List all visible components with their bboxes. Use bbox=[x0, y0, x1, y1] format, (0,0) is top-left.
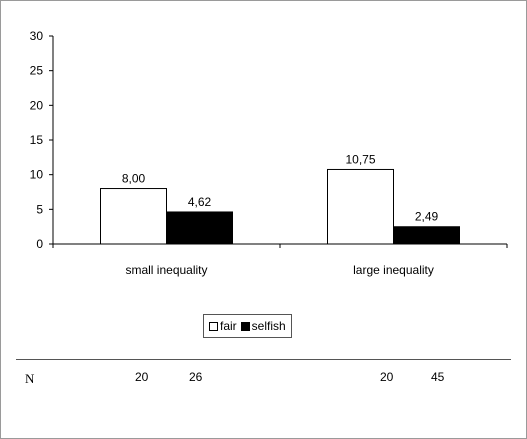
bar-selfish-1 bbox=[393, 226, 460, 245]
data-label-fair-0: 8,00 bbox=[122, 172, 146, 186]
y-tick-label: 0 bbox=[36, 237, 43, 251]
data-label-fair-1: 10,75 bbox=[345, 152, 375, 166]
category-label-1: large inequality bbox=[353, 263, 434, 277]
n-value-small-fair: 20 bbox=[135, 370, 149, 384]
y-tick-label: 10 bbox=[30, 168, 44, 182]
legend-item-selfish: selfish bbox=[240, 319, 286, 333]
bar-fair-0 bbox=[100, 188, 167, 245]
n-row-label: N bbox=[25, 371, 35, 386]
y-tick-label: 25 bbox=[30, 64, 44, 78]
y-tick-label: 30 bbox=[30, 29, 44, 43]
category-label-0: small inequality bbox=[125, 263, 207, 277]
table-separator bbox=[16, 359, 511, 360]
data-label-selfish-0: 4,62 bbox=[188, 195, 212, 209]
legend-item-fair: fair bbox=[209, 319, 237, 333]
y-tick-label: 15 bbox=[30, 133, 44, 147]
data-label-selfish-1: 2,49 bbox=[415, 210, 439, 224]
y-tick-label: 20 bbox=[30, 98, 44, 112]
legend-swatch-selfish bbox=[240, 321, 250, 331]
chart-labels: 8,00 4,62 small inequality 10,75 2,49 large i… bbox=[122, 152, 439, 277]
bar-selfish-0 bbox=[166, 211, 233, 245]
bar-fair-1 bbox=[327, 168, 394, 245]
legend-label-selfish: selfish bbox=[251, 319, 286, 333]
chart-bars bbox=[100, 168, 460, 245]
legend: fair selfish bbox=[203, 314, 292, 338]
n-value-small-selfish: 26 bbox=[189, 370, 203, 384]
legend-swatch-fair bbox=[209, 321, 218, 331]
n-value-large-selfish: 45 bbox=[431, 370, 445, 384]
bar-chart: 0 5 10 15 20 25 30 8,00 4,62 small inequality 10,… bbox=[30, 29, 508, 277]
y-tick-label: 5 bbox=[36, 202, 43, 216]
legend-label-fair: fair bbox=[220, 319, 237, 333]
n-value-large-fair: 20 bbox=[380, 370, 394, 384]
